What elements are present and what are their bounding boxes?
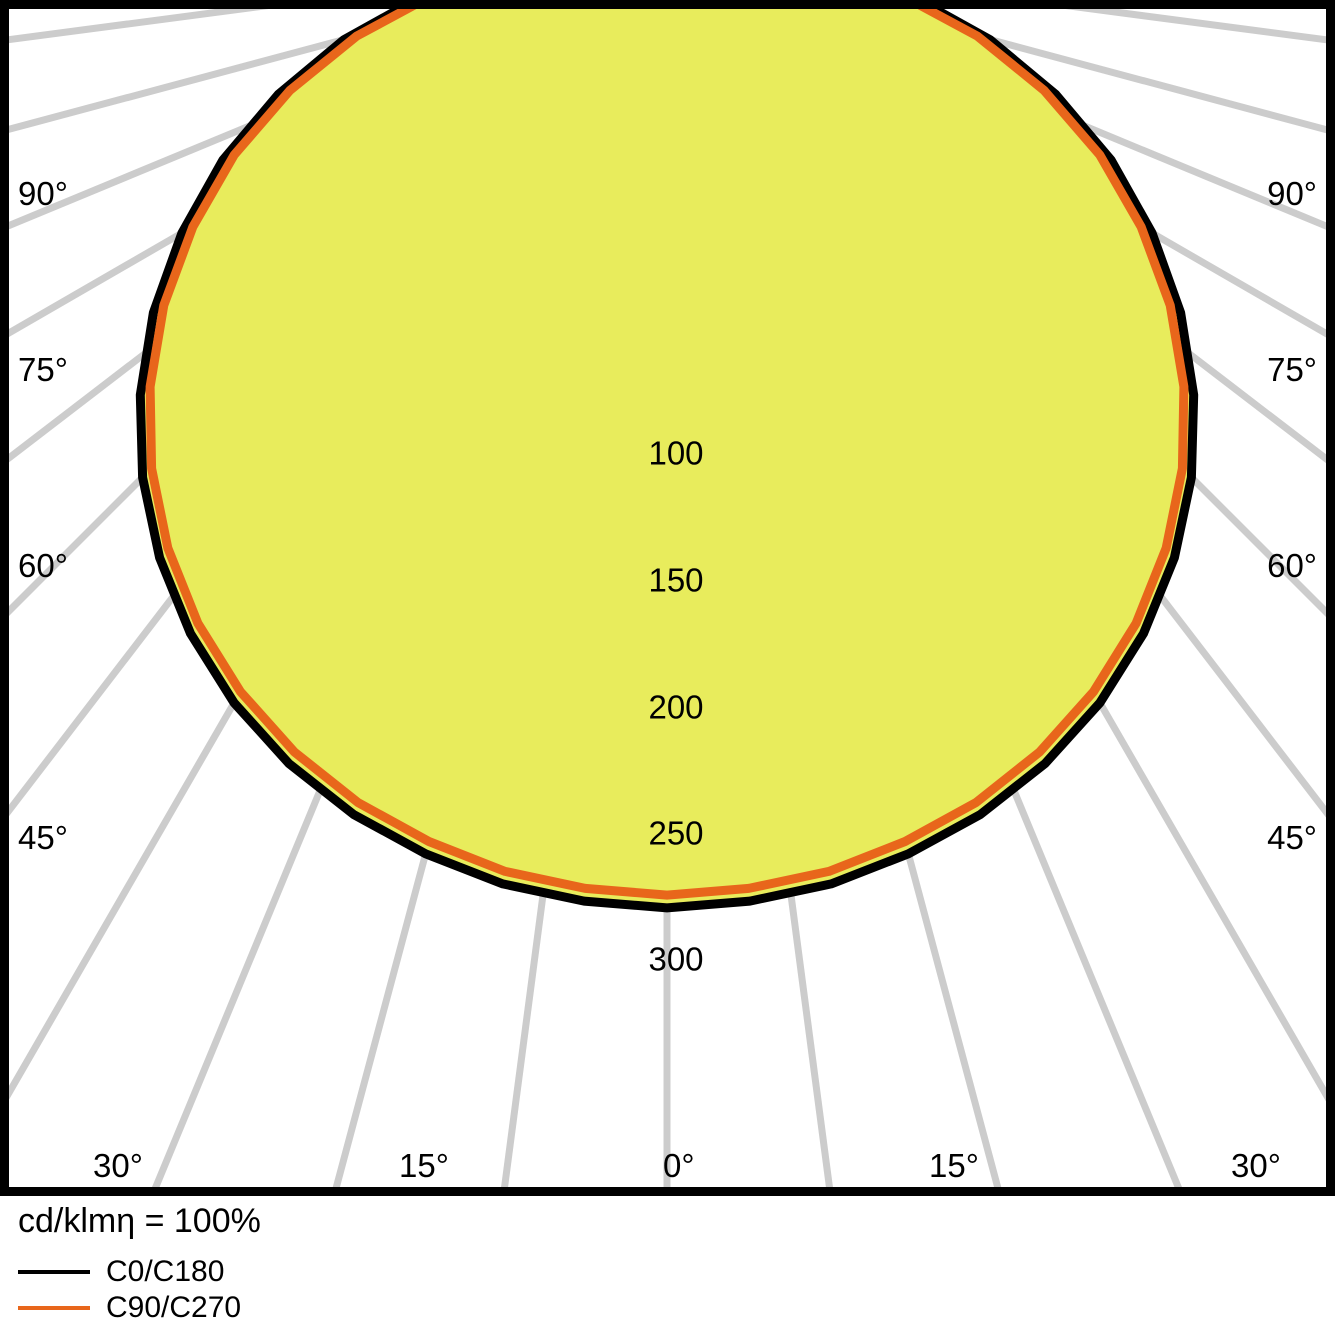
radial-tick-label-2: 200 (648, 688, 704, 726)
radial-tick-label-1: 150 (648, 561, 704, 599)
legend: C0/C180 C90/C270 (18, 1254, 418, 1326)
axis-label-left-1: 75° (18, 351, 68, 388)
radial-tick-label-4: 300 (648, 940, 704, 978)
radial-tick-label-3: 250 (648, 814, 704, 852)
axis-label-right-0: 90° (1267, 175, 1317, 212)
axis-label-right-1: 75° (1267, 351, 1317, 388)
legend-label-c0-c180: C0/C180 (106, 1255, 225, 1288)
legend-line-icon-c0-c180 (18, 1270, 90, 1274)
axis-label-left-0: 90° (18, 175, 68, 212)
plot-frame: 90° 75° 60° 45° 90° 75° 60° 45° 30° 15° 0° 15° 30°… (0, 0, 1335, 1196)
radial-tick-label-0: 100 (648, 434, 704, 472)
axis-label-right-2: 60° (1267, 547, 1317, 584)
legend-label-c90-c270: C90/C270 (106, 1291, 242, 1324)
axis-label-bottom-1: 15° (399, 1147, 449, 1184)
axis-label-left-2: 60° (18, 547, 68, 584)
axis-label-bottom-3: 15° (929, 1147, 979, 1184)
axis-label-bottom-2: 0° (663, 1147, 695, 1184)
legend-item-c90-c270: C90/C270 (18, 1290, 418, 1326)
cd-per-klm-ratio-label: cd/klmη = 100% (18, 1202, 261, 1240)
axis-label-right-3: 45° (1267, 819, 1317, 856)
chart-footer: cd/klmη = 100% C0/C180 C90/C270 (0, 1196, 1335, 1335)
distribution-curves (135, 9, 1199, 913)
distribution-fill (140, 9, 1194, 908)
polar-plot-svg (9, 9, 1326, 1187)
axis-label-left-3: 45° (18, 819, 68, 856)
legend-line-icon-c90-c270 (18, 1306, 90, 1310)
legend-item-c0-c180: C0/C180 (18, 1254, 418, 1290)
axis-label-bottom-0: 30° (93, 1147, 143, 1184)
axis-label-bottom-4: 30° (1231, 1147, 1281, 1184)
